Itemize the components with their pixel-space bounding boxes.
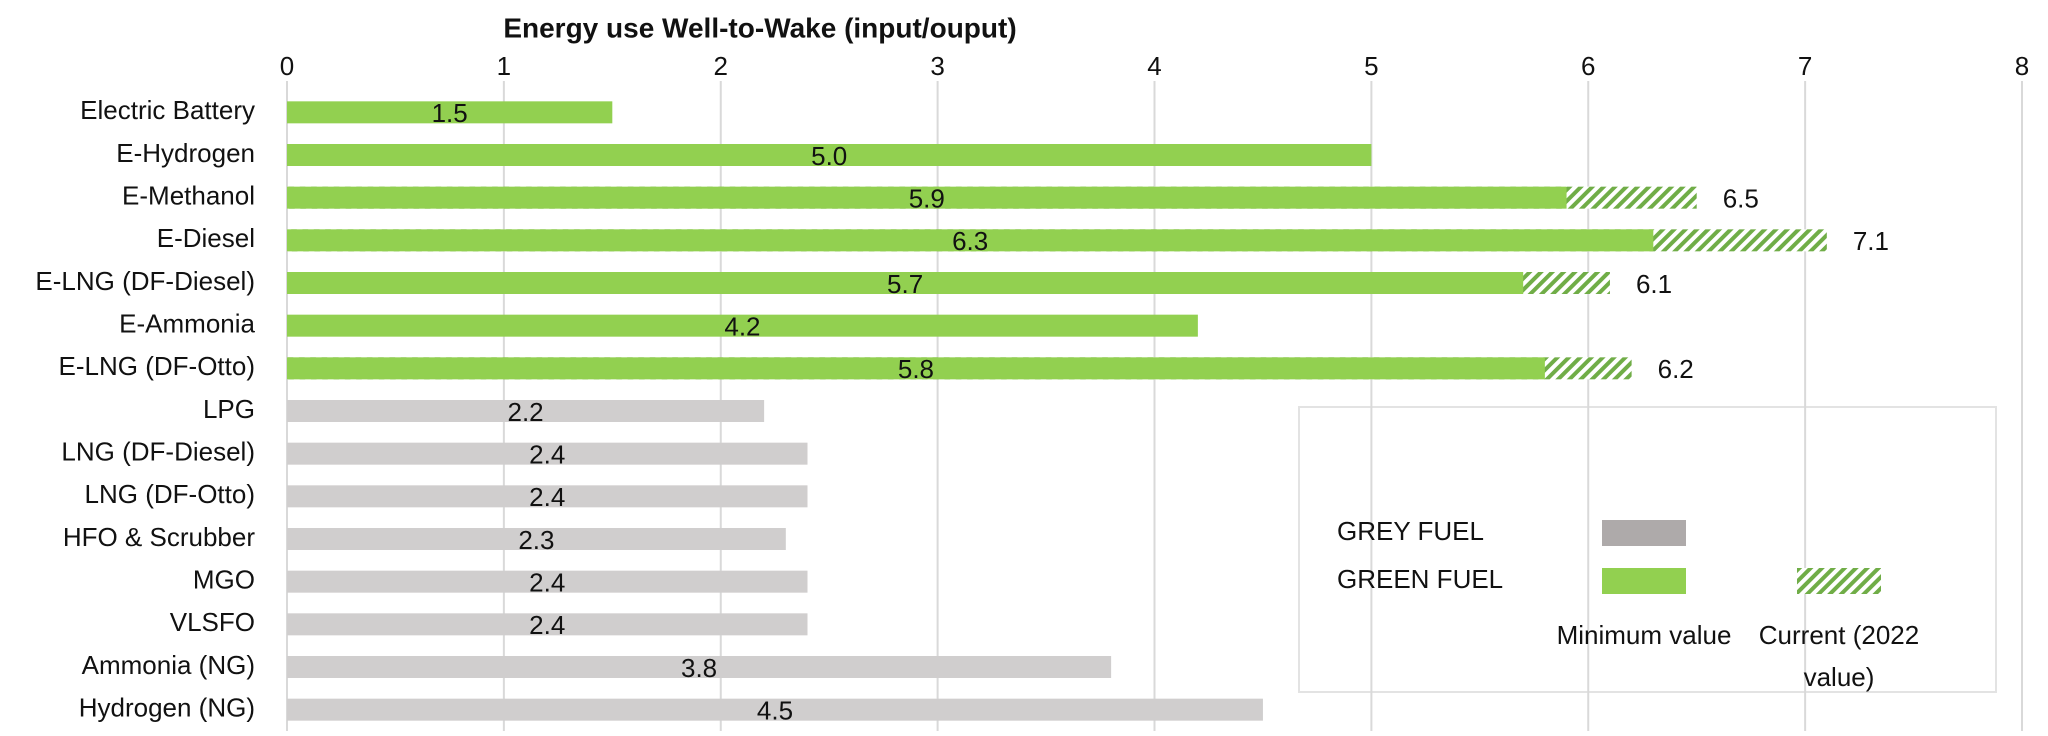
y-tick-label: Electric Battery xyxy=(80,95,255,125)
legend-column-label: Minimum value xyxy=(1556,620,1732,650)
x-tick-label: 8 xyxy=(2015,51,2029,81)
y-tick-label: E-Diesel xyxy=(157,223,255,253)
x-tick-label: 1 xyxy=(497,51,511,81)
data-label: 2.4 xyxy=(529,440,565,470)
y-tick-label: E-LNG (DF-Diesel) xyxy=(35,266,255,296)
bar xyxy=(287,144,1372,166)
bar xyxy=(287,613,808,636)
bar xyxy=(287,570,808,593)
x-tick-label: 2 xyxy=(714,51,728,81)
data-label: 2.2 xyxy=(507,397,543,427)
bar xyxy=(287,272,1524,294)
y-tick-label: HFO & Scrubber xyxy=(63,522,256,552)
y-tick-label: Ammonia (NG) xyxy=(82,650,255,680)
y-tick-label: VLSFO xyxy=(170,607,255,637)
data-label: 4.2 xyxy=(724,312,760,342)
bar xyxy=(287,229,1654,252)
y-tick-label: E-Methanol xyxy=(122,181,255,211)
legend-column-label: Current (2022 value) xyxy=(1758,620,1920,692)
legend-label: GREEN FUEL xyxy=(1337,564,1503,594)
y-tick-label: MGO xyxy=(193,565,255,595)
data-label: 2.4 xyxy=(529,482,565,512)
bar xyxy=(287,101,613,124)
x-tick-label: 7 xyxy=(1798,51,1812,81)
x-tick-label: 5 xyxy=(1364,51,1378,81)
x-tick-label: 6 xyxy=(1581,51,1595,81)
data-label: 5.9 xyxy=(909,184,945,214)
y-tick-label: LNG (DF-Diesel) xyxy=(61,437,255,467)
x-tick-label: 3 xyxy=(930,51,944,81)
bar xyxy=(287,186,1567,209)
bar xyxy=(287,400,765,422)
data-label: 7.1 xyxy=(1853,226,1889,256)
bar xyxy=(287,485,808,508)
data-label: 5.7 xyxy=(887,269,923,299)
legend-swatch xyxy=(1602,568,1686,594)
legend-label: GREY FUEL xyxy=(1337,516,1484,546)
bar xyxy=(287,442,808,465)
y-tick-label: Hydrogen (NG) xyxy=(79,693,255,723)
data-label: 6.3 xyxy=(952,226,988,256)
bar xyxy=(287,357,1545,380)
x-tick-label: 4 xyxy=(1147,51,1161,81)
y-tick-label: E-Ammonia xyxy=(119,309,255,339)
data-label: 6.2 xyxy=(1658,354,1694,384)
y-tick-label: LPG xyxy=(203,394,255,424)
data-label: 2.4 xyxy=(529,610,565,640)
legend-swatch xyxy=(1797,568,1881,594)
y-tick-label: LNG (DF-Otto) xyxy=(85,479,255,509)
legend-box xyxy=(1298,406,1997,693)
data-label: 1.5 xyxy=(432,98,468,128)
y-tick-label: E-Hydrogen xyxy=(116,138,255,168)
data-label: 3.8 xyxy=(681,653,717,683)
bar xyxy=(287,656,1112,678)
data-label: 4.5 xyxy=(757,696,793,726)
data-label: 5.0 xyxy=(811,141,847,171)
chart-title: Energy use Well-to-Wake (input/ouput) xyxy=(503,12,1016,43)
legend-swatch xyxy=(1602,520,1686,546)
bar xyxy=(287,528,786,550)
x-tick-label: 0 xyxy=(280,51,294,81)
data-label: 6.5 xyxy=(1723,184,1759,214)
data-label: 5.8 xyxy=(898,354,934,384)
y-tick-label: E-LNG (DF-Otto) xyxy=(59,351,255,381)
bar xyxy=(287,698,1263,721)
data-label: 2.4 xyxy=(529,568,565,598)
bar xyxy=(287,314,1198,337)
data-label: 6.1 xyxy=(1636,269,1672,299)
data-label: 2.3 xyxy=(518,525,554,555)
